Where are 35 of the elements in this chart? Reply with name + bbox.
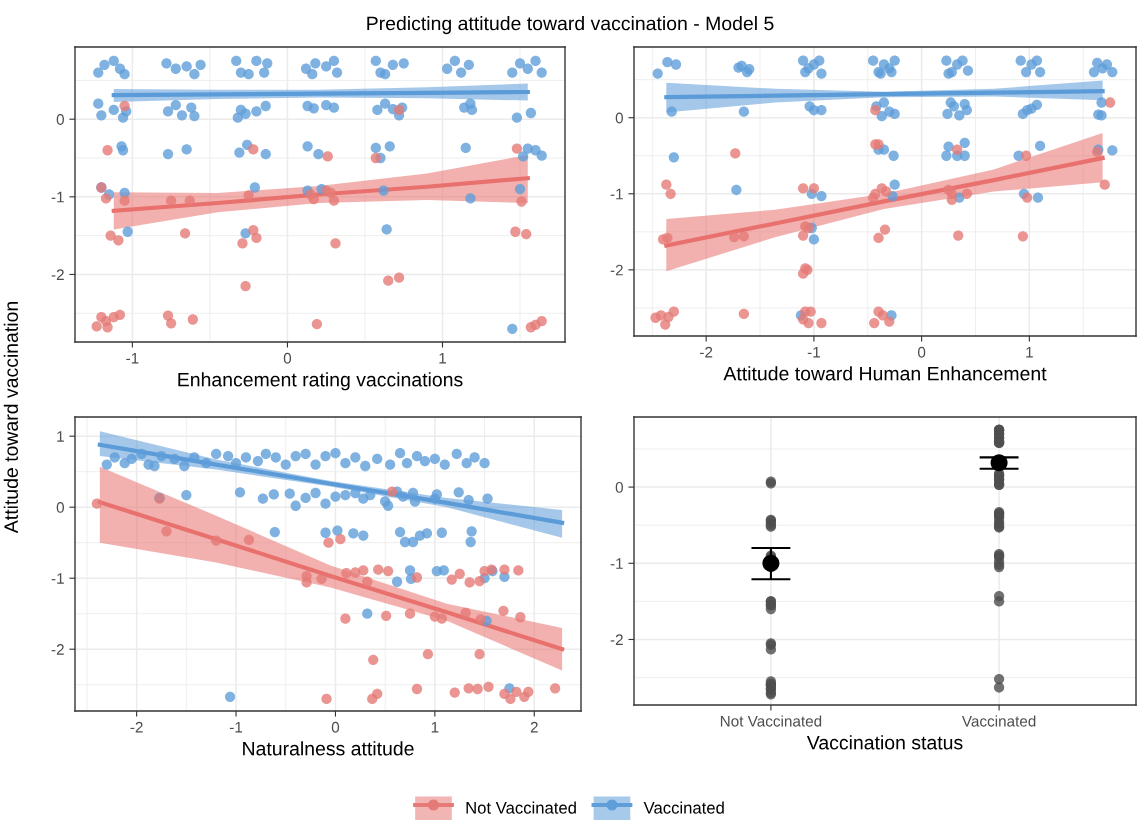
- legend-label: Vaccinated: [643, 801, 724, 814]
- y-tick-label: -1: [51, 573, 64, 584]
- x-tick-label: 1: [431, 721, 439, 733]
- chart-title: Predicting attitude toward vaccination - Model 5: [367, 16, 774, 35]
- x-axis-title: Attitude toward Human Enhancement: [723, 366, 1047, 381]
- legend-label: Not Vaccinated: [466, 801, 576, 814]
- y-tick-label: 0: [56, 502, 64, 513]
- x-tick-label: 0: [917, 346, 926, 358]
- x-axis-title: Enhancement rating vaccinations: [178, 372, 463, 391]
- y-tick-label: -2: [610, 264, 623, 276]
- x-tick-label: 2: [530, 721, 538, 733]
- y-tick-label: 0: [615, 112, 623, 124]
- y-axis-title: Attitude toward vaccination: [3, 302, 19, 534]
- x-tick-label: 1: [439, 352, 446, 364]
- y-tick-label: -1: [610, 558, 623, 569]
- x-axis-title: Vaccination status: [806, 735, 963, 750]
- y-tick-label: 1: [57, 431, 64, 442]
- x-tick-label: -1: [807, 346, 820, 358]
- y-tick-label: -2: [51, 644, 64, 655]
- y-tick-label: -1: [610, 188, 623, 200]
- x-tick-label: 0: [331, 721, 340, 733]
- y-tick-label: -2: [51, 269, 64, 280]
- x-tick-label: -1: [229, 721, 243, 733]
- x-tick-label: -1: [126, 352, 139, 364]
- y-tick-label: 0: [56, 114, 64, 125]
- x-tick-label: 0: [283, 352, 292, 364]
- y-tick-label: -1: [51, 191, 64, 203]
- x-tick-label: -2: [130, 721, 143, 733]
- x-tick-label: -2: [700, 346, 713, 358]
- x-tick-label: Vaccinated: [961, 715, 1036, 727]
- x-tick-label: 1: [1026, 346, 1033, 358]
- x-axis-title: Naturalness attitude: [243, 741, 414, 756]
- x-tick-label: Not Vaccinated: [720, 715, 822, 727]
- y-tick-label: 0: [615, 481, 623, 493]
- y-tick-label: -2: [610, 634, 623, 646]
